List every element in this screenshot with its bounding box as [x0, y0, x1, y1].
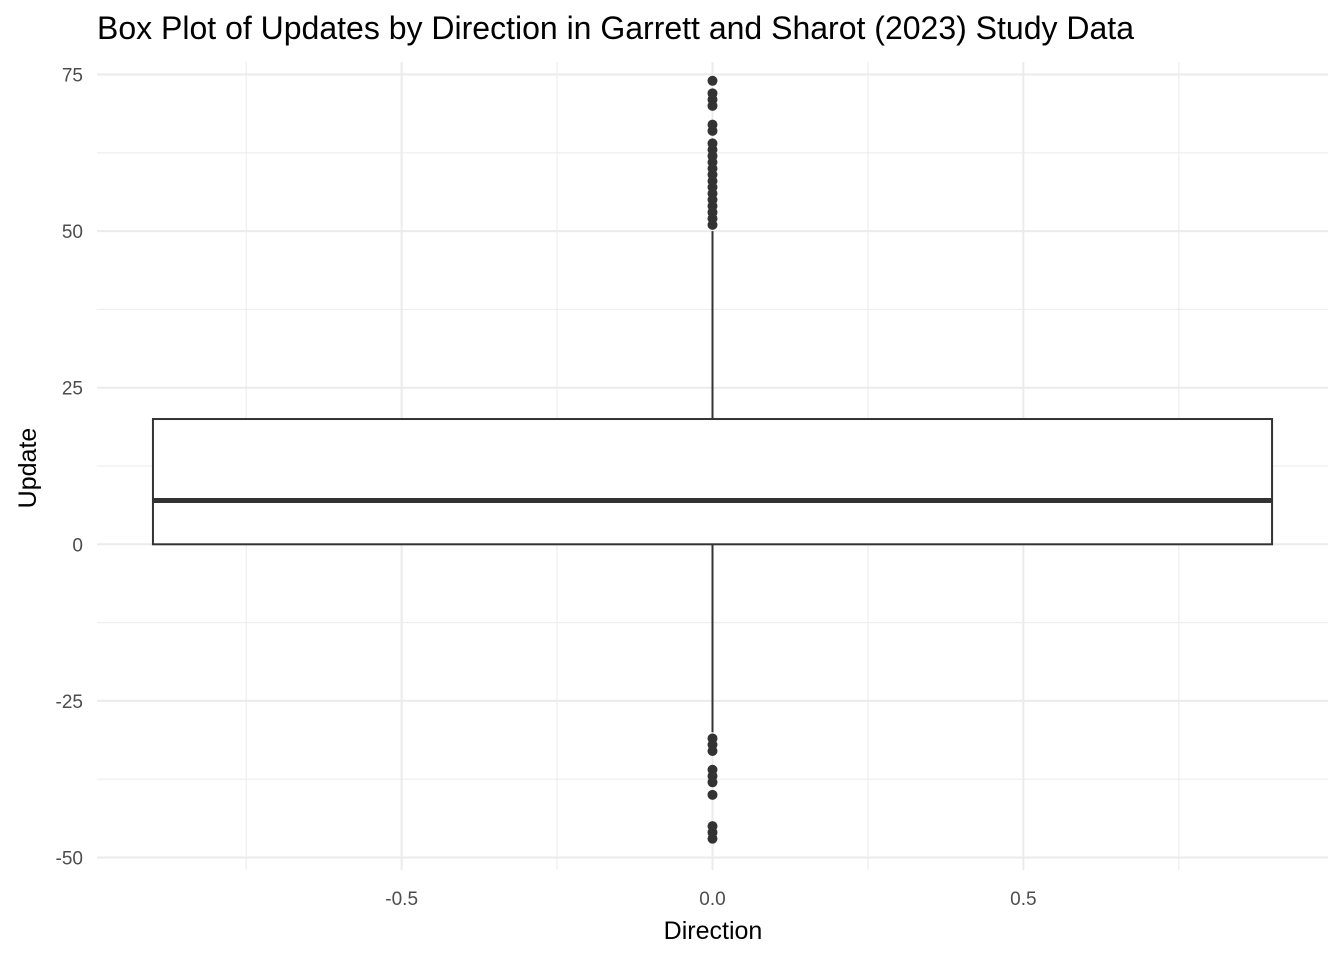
y-tick-label: -50 [56, 848, 83, 869]
x-tick-label: 0.0 [699, 889, 725, 910]
outlier-point [707, 75, 718, 86]
outlier-point [707, 100, 718, 111]
chart-title: Box Plot of Updates by Direction in Garr… [97, 10, 1134, 46]
y-tick-label: 25 [62, 379, 83, 400]
outlier-point [707, 219, 718, 230]
x-tick-label: -0.5 [385, 889, 418, 910]
box-layer [151, 231, 1274, 733]
y-tick-label: 50 [62, 222, 83, 243]
y-axis-title: Update [14, 428, 42, 509]
outlier-point [707, 745, 718, 756]
y-tick-label: 0 [72, 535, 83, 556]
outlier-point [707, 833, 718, 844]
outlier-point [707, 789, 718, 800]
tick-labels: -50 -25 0 25 50 75 -0.5 0.0 0.5 [56, 66, 1037, 910]
outlier-point [707, 777, 718, 788]
y-tick-label: -25 [56, 692, 83, 713]
box-iqr [151, 418, 1274, 546]
x-tick-label: 0.5 [1010, 889, 1036, 910]
x-axis-title: Direction [664, 917, 763, 945]
y-tick-label: 75 [62, 66, 83, 87]
outlier-point [707, 125, 718, 136]
outlier-layer [707, 75, 718, 844]
